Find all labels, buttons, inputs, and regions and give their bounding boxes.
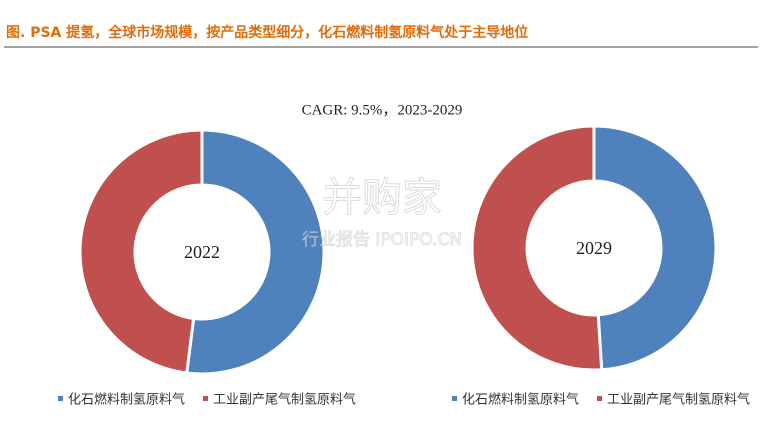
watermark-sub: 行业报告 IPOIPO.CN <box>302 230 462 250</box>
donut-segment <box>185 128 326 376</box>
center-label: 2022 <box>184 242 220 262</box>
legend-swatch <box>58 396 63 401</box>
center-label: 2029 <box>576 238 612 258</box>
donut-segment <box>592 124 718 372</box>
watermark: 并购家 <box>322 175 442 221</box>
donut-segment <box>470 124 604 372</box>
legend-label: 化石燃料制氢原料气 <box>68 392 185 408</box>
legend-label: 工业副产尾气制氢原料气 <box>607 392 750 408</box>
legend-label: 工业副产尾气制氢原料气 <box>213 392 356 408</box>
legend-swatch <box>597 396 603 401</box>
donut-segment <box>78 128 204 375</box>
figure-title: 图. PSA 提氢，全球市场规模，按产品类型细分，化石燃料制氢原料气处于主导地位 <box>6 24 528 41</box>
legend-swatch <box>203 396 209 401</box>
legend-label: 化石燃料制氢原料气 <box>462 392 579 408</box>
cagr-note: CAGR: 9.5%，2023-2029 <box>302 102 463 118</box>
legend-swatch <box>452 396 457 401</box>
